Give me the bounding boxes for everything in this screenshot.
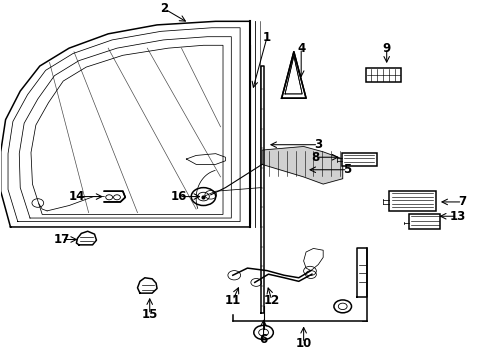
- Text: 10: 10: [295, 337, 312, 350]
- Text: 15: 15: [142, 308, 158, 321]
- Text: 17: 17: [53, 233, 70, 246]
- Text: 16: 16: [171, 190, 187, 203]
- Polygon shape: [282, 52, 306, 98]
- Text: 5: 5: [343, 163, 352, 176]
- Polygon shape: [262, 147, 343, 184]
- FancyBboxPatch shape: [366, 68, 401, 82]
- Text: 7: 7: [458, 195, 466, 208]
- Polygon shape: [31, 45, 223, 215]
- Text: 1: 1: [263, 31, 271, 44]
- Text: 6: 6: [259, 333, 268, 346]
- Text: 14: 14: [68, 190, 85, 203]
- Text: 4: 4: [297, 42, 305, 55]
- Text: 13: 13: [449, 210, 466, 223]
- FancyBboxPatch shape: [409, 214, 441, 229]
- Text: 11: 11: [224, 294, 241, 307]
- Text: 2: 2: [160, 2, 169, 15]
- Polygon shape: [104, 191, 125, 202]
- Text: 3: 3: [314, 138, 322, 151]
- FancyBboxPatch shape: [389, 191, 436, 211]
- Text: 8: 8: [312, 151, 320, 164]
- Text: 9: 9: [383, 42, 391, 55]
- FancyBboxPatch shape: [342, 153, 377, 166]
- Text: 12: 12: [264, 294, 280, 307]
